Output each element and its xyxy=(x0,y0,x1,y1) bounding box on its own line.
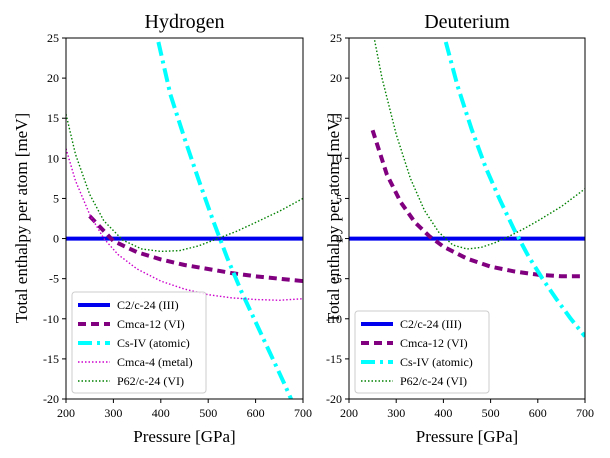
series-line-cmca-12 xyxy=(370,129,585,279)
y-tick-label: 25 xyxy=(330,31,342,45)
series-line-p62-c-24 xyxy=(373,38,585,250)
legend: C2/c-24 (III) Cmca-12 (VI) Cs-IV (atomic) P… xyxy=(354,310,490,394)
y-tick-label: 0 xyxy=(53,232,59,246)
series-line-p62-c-24 xyxy=(66,114,303,253)
y-tick-label: -10 xyxy=(326,312,342,326)
y-tick-label: 10 xyxy=(47,151,59,165)
plot-frame xyxy=(348,37,586,400)
y-tick-label: 5 xyxy=(53,191,59,205)
x-tick-label: 300 xyxy=(104,406,122,420)
x-axis-label: Pressure [GPa] xyxy=(416,427,518,446)
legend-label: Cmca-12 (VI) xyxy=(117,317,185,331)
legend-box xyxy=(71,291,207,394)
x-tick-label: 600 xyxy=(529,406,547,420)
y-tick-label: 5 xyxy=(336,191,342,205)
series-line-cmca-4 xyxy=(66,148,303,301)
ylabel-left: Total enthalpy per atom [meV] xyxy=(12,113,31,323)
x-tick-label: 500 xyxy=(482,406,500,420)
series-line-cs-iv xyxy=(443,41,585,338)
y-tick-label: -20 xyxy=(326,392,342,406)
series-line-cmca-12 xyxy=(88,214,303,284)
x-tick-label: 700 xyxy=(576,406,594,420)
y-tick-label: -5 xyxy=(332,272,342,286)
legend-box xyxy=(354,310,490,394)
x-tick-label: 400 xyxy=(434,406,452,420)
series-line-cs-iv xyxy=(156,41,293,399)
y-tick-label: 20 xyxy=(47,71,59,85)
y-tick-label: 15 xyxy=(47,111,59,125)
x-tick-label: 500 xyxy=(199,406,217,420)
x-tick-label: 300 xyxy=(387,406,405,420)
legend: C2/c-24 (III) Cmca-12 (VI) Cs-IV (atomic) C… xyxy=(71,291,207,394)
chart-title: Hydrogen xyxy=(145,11,225,33)
legend-label: Cs-IV (atomic) xyxy=(400,355,473,369)
legend-label: C2/c-24 (III) xyxy=(117,298,179,312)
legend-label: C2/c-24 (III) xyxy=(400,317,462,331)
panel-hydrogen: Hydrogen 200 300 400 500 600 700 -20 -15 -10 -5 0 5 1… xyxy=(43,11,312,446)
y-tick-label: 0 xyxy=(336,232,342,246)
chart-title: Deuterium xyxy=(424,11,510,33)
plot-frame xyxy=(65,37,304,400)
y-tick-label: 25 xyxy=(47,31,59,45)
y-tick-label: 10 xyxy=(330,151,342,165)
legend-label: Cmca-4 (metal) xyxy=(117,355,193,369)
ylabel-right: Total enthalpy per atom [meV] xyxy=(324,113,343,323)
x-tick-label: 600 xyxy=(247,406,265,420)
x-tick-label: 700 xyxy=(294,406,312,420)
legend-label: P62/c-24 (VI) xyxy=(117,374,184,388)
y-tick-label: -5 xyxy=(49,272,59,286)
x-tick-label: 400 xyxy=(152,406,170,420)
legend-label: Cmca-12 (VI) xyxy=(400,336,468,350)
y-tick-label: 20 xyxy=(330,71,342,85)
x-tick-label: 200 xyxy=(340,406,358,420)
y-tick-label: -20 xyxy=(43,392,59,406)
y-tick-label: -15 xyxy=(43,352,59,366)
y-tick-label: 15 xyxy=(330,111,342,125)
legend-label: P62/c-24 (VI) xyxy=(400,374,467,388)
panel-deuterium: Deuterium 200 300 400 500 600 700 -20 -15 -10 -5 0 5… xyxy=(326,11,594,446)
x-tick-label: 200 xyxy=(57,406,75,420)
y-tick-label: -15 xyxy=(326,352,342,366)
x-axis-label: Pressure [GPa] xyxy=(133,427,235,446)
legend-label: Cs-IV (atomic) xyxy=(117,336,190,350)
y-tick-label: -10 xyxy=(43,312,59,326)
